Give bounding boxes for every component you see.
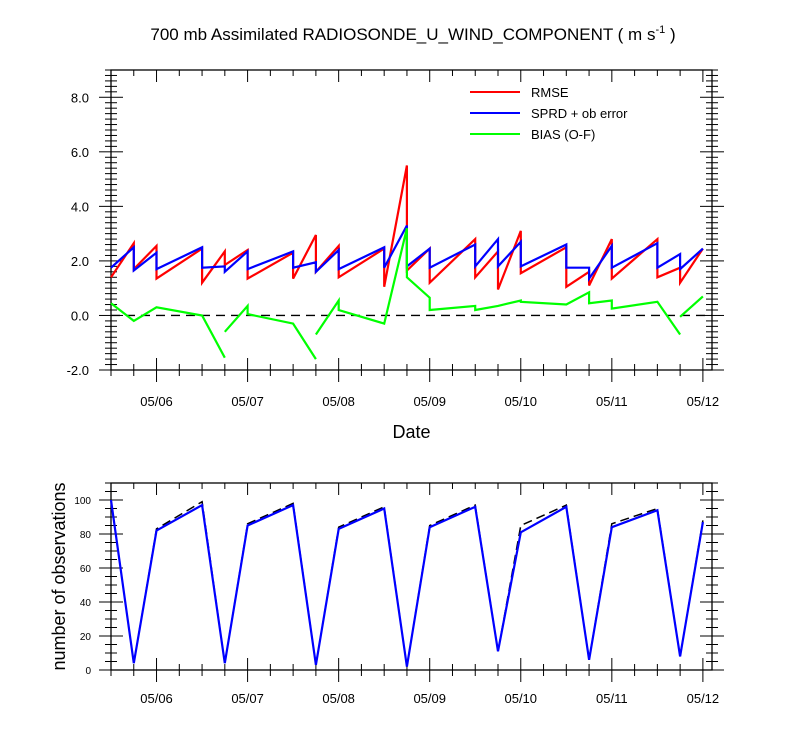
y-axis-label: number of observations: [49, 482, 69, 670]
x-tick-label: 05/06: [140, 394, 173, 409]
y-tick-label: 20: [80, 632, 92, 643]
y-tick-label: 80: [80, 530, 92, 541]
series-line-assimilated-observations: [109, 499, 704, 667]
top-chart-panel: 05/06 05/07 05/08 05/09 05/10 05/11 05/12 -2.0 0…: [67, 69, 724, 442]
y-tick-label: 4.0: [71, 199, 89, 214]
x-tick-label: 05/10: [504, 394, 537, 409]
bottom-chart-panel: 05/06 05/07 05/08 05/09 05/10 05/11 05/12 0 20 40…: [49, 482, 724, 706]
x-tick-label: 05/08: [322, 394, 355, 409]
chart-title: 700 mb Assimilated RADIOSONDE_U_WIND_COM…: [150, 24, 675, 44]
x-tick-label: 05/08: [322, 691, 355, 706]
x-tick-label: 05/09: [413, 691, 446, 706]
legend-label-bias-o-f: BIAS (O-F): [531, 127, 595, 142]
x-tick-label: 05/11: [596, 394, 628, 409]
y-tick-label: -2.0: [67, 363, 89, 378]
x-tick-label: 05/11: [596, 691, 628, 706]
y-tick-label: 2.0: [71, 254, 89, 269]
series-line-bias-o-f: [110, 302, 226, 359]
y-tick-label: 60: [80, 564, 92, 575]
plot-frame: [110, 69, 713, 371]
x-tick-label: 05/10: [504, 691, 537, 706]
y-tick-label: 8.0: [71, 90, 89, 105]
y-tick-label: 6.0: [71, 145, 89, 160]
y-tick-label: 100: [74, 496, 91, 507]
legend-label-sprd-ob-error: SPRD + ob error: [531, 106, 628, 121]
x-tick-label: 05/06: [140, 691, 173, 706]
x-tick-label: 05/12: [687, 691, 720, 706]
x-tick-label: 05/07: [231, 691, 264, 706]
series-line-bias-o-f: [679, 295, 704, 318]
y-tick-label: 40: [80, 598, 92, 609]
series-line-bias-o-f: [223, 302, 317, 360]
series-line-possible-observations: [110, 499, 704, 667]
y-tick-label: 0.0: [71, 308, 89, 323]
x-tick-label: 05/07: [231, 394, 264, 409]
legend-label-rmse: RMSE: [531, 85, 569, 100]
series-line-bias-o-f: [314, 227, 682, 336]
y-tick-label: 0: [85, 666, 91, 677]
x-tick-label: 05/09: [413, 394, 446, 409]
x-axis-label: Date: [392, 422, 430, 442]
x-tick-label: 05/12: [687, 394, 720, 409]
